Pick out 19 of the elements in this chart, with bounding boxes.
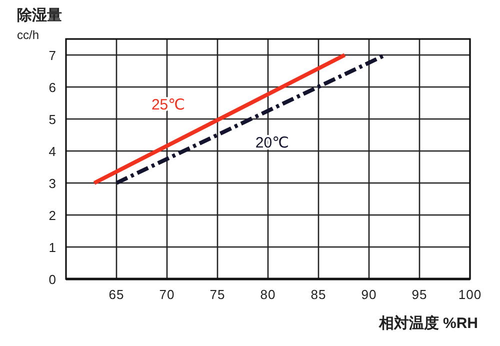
x-tick-label: 100 <box>458 287 482 302</box>
x-tick-label: 90 <box>361 287 377 302</box>
text: cc/h <box>17 28 40 42</box>
y-tick-label: 0 <box>48 272 56 287</box>
y-tick-label: 5 <box>48 112 56 127</box>
x-tick-label: 75 <box>210 287 226 302</box>
y-tick-label: 4 <box>48 144 56 159</box>
x-tick-label: 70 <box>159 287 175 302</box>
y-tick-label: 3 <box>48 176 56 191</box>
y-axis-title: 除湿量 <box>17 7 62 24</box>
y-tick-label: 1 <box>48 240 56 255</box>
x-tick-label: 85 <box>310 287 326 302</box>
x-tick-label: 95 <box>412 287 428 302</box>
x-tick-label: 80 <box>260 287 276 302</box>
y-tick-label: 2 <box>48 208 56 223</box>
y-tick-label: 7 <box>48 48 56 63</box>
x-tick-label: 65 <box>108 287 124 302</box>
y-tick-label: 6 <box>48 80 56 95</box>
x-axis-title: 相対温度 %RH <box>378 314 478 332</box>
